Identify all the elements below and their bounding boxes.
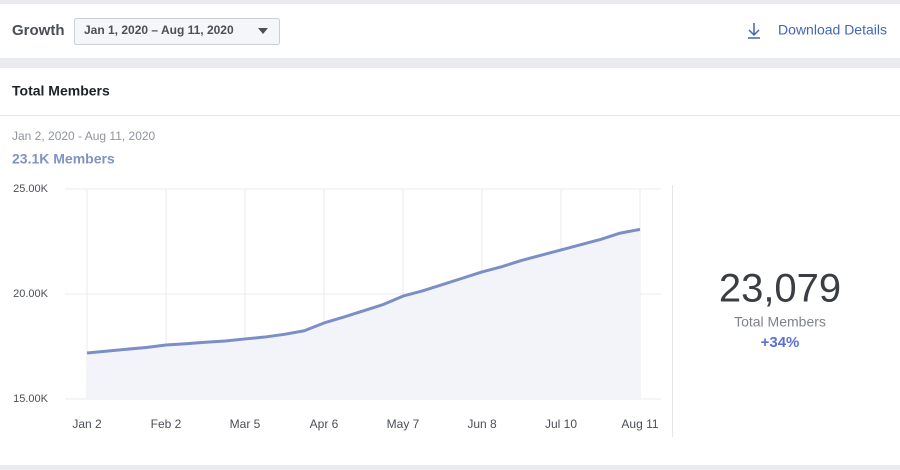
big-number: 23,079 xyxy=(719,267,841,311)
plot: 15.00K 20.00K 25.00K Jan 2 Feb 2 Mar 5 Apr 6 Ma… xyxy=(13,183,661,431)
bottom-band xyxy=(0,465,900,470)
separator xyxy=(0,58,900,68)
dropdown-arrow[interactable] xyxy=(258,28,268,34)
download-link[interactable]: Download Details xyxy=(778,22,887,38)
date-range[interactable]: Jan 1, 2020 – Aug 11, 2020 xyxy=(84,23,234,37)
date-dropdown[interactable] xyxy=(74,18,280,45)
summary: 23.1K Members xyxy=(12,151,115,167)
big-label: Total Members xyxy=(734,314,826,330)
download-icon[interactable] xyxy=(748,23,760,39)
x-tick-label: Jun 8 xyxy=(467,417,497,431)
x-tick-label: Mar 5 xyxy=(230,417,261,431)
y-tick-label: 25.00K xyxy=(13,183,49,195)
line xyxy=(86,227,641,355)
section-title: Growth xyxy=(12,22,65,39)
x-tick-label: Jan 2 xyxy=(72,417,102,431)
area xyxy=(87,229,640,399)
top-band xyxy=(0,0,900,4)
x-tick-label: May 7 xyxy=(387,417,420,431)
x-tick-label: Feb 2 xyxy=(151,417,182,431)
x-tick-label: Aug 11 xyxy=(621,417,658,431)
card-title: Total Members xyxy=(12,83,110,99)
range-text: Jan 2, 2020 - Aug 11, 2020 xyxy=(12,129,156,143)
x-tick-label: Apr 6 xyxy=(310,417,339,431)
y-tick-label: 15.00K xyxy=(13,393,49,405)
y-tick-label: 20.00K xyxy=(13,288,49,300)
x-tick-label: Jul 10 xyxy=(545,417,577,431)
change: +34% xyxy=(761,334,800,351)
